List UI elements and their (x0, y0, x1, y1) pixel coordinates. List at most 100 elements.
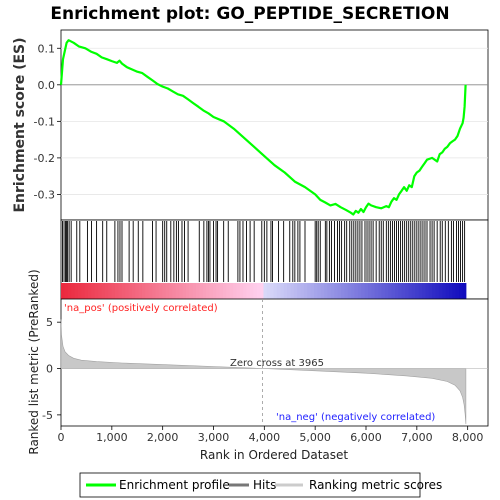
positive-correlation-label: 'na_pos' (positively correlated) (64, 303, 218, 314)
x-tick-label: 2,000 (147, 431, 179, 444)
heat-segment (438, 283, 443, 299)
x-tick-label: 4,000 (249, 431, 281, 444)
es-y-tick-label: 0.1 (38, 42, 56, 55)
heat-segment (216, 283, 221, 299)
heat-segment (249, 283, 254, 299)
legend-enrichment-label: Enrichment profile (119, 478, 230, 492)
legend-box (79, 472, 421, 498)
heat-segment (172, 283, 177, 299)
heat-segment (114, 283, 119, 299)
heat-segment (98, 283, 102, 299)
heat-segment (148, 283, 153, 299)
heat-segment (283, 283, 288, 299)
heat-segment (411, 283, 416, 299)
heat-segment (266, 283, 271, 299)
heat-segment (239, 283, 244, 299)
enrichment-profile-line (59, 39, 467, 216)
legend-hits-label: Hits (253, 478, 276, 492)
heat-segment (368, 283, 372, 299)
hits-series (62, 221, 466, 282)
enrichment-y-axis-title: Enrichment score (ES) (12, 37, 28, 212)
heat-segment (391, 283, 396, 299)
heat-segment (317, 283, 322, 299)
heat-segment (152, 283, 156, 299)
heat-segment (64, 283, 69, 299)
es-y-tick-label: -0.2 (34, 152, 55, 165)
heat-segment (206, 283, 210, 299)
heat-segment (74, 283, 79, 299)
metric-panel-frame (60, 298, 489, 427)
heat-segment (280, 283, 285, 299)
x-tick-label: 7,000 (401, 431, 433, 444)
heat-segment (432, 283, 437, 299)
heat-segment (87, 283, 92, 299)
heat-segment (371, 283, 376, 299)
x-tick-label: 1,000 (96, 431, 128, 444)
enrichment-gridlines (61, 47, 488, 195)
heat-segment (104, 283, 109, 299)
x-tick-label: 5,000 (299, 431, 331, 444)
heat-segment (330, 283, 335, 299)
heat-segment (233, 283, 237, 299)
heat-segment (256, 283, 261, 299)
heat-segment (189, 283, 194, 299)
rank-x-ticks: 0 1,000 2,000 3,000 4,000 5,000 6,000 7,000 8,00… (58, 426, 484, 444)
heat-segment (212, 283, 217, 299)
heat-segment (84, 283, 89, 299)
heat-segment (125, 283, 129, 299)
es-y-tick-label: -0.1 (34, 115, 55, 128)
plot-title: Enrichment plot: GO_PEPTIDE_SECRETION (50, 4, 449, 24)
heat-segment (175, 283, 180, 299)
metric-y-tick-label: 5 (46, 316, 53, 329)
heat-segment (185, 283, 190, 299)
heat-segment (209, 283, 214, 299)
heat-segment (226, 283, 231, 299)
heat-segment (405, 283, 410, 299)
heat-segment (452, 283, 457, 299)
heat-segment (435, 283, 440, 299)
heat-segment (297, 283, 302, 299)
heat-segment (253, 283, 258, 299)
heat-segment (455, 283, 460, 299)
heat-segment (67, 283, 72, 299)
heat-segment (361, 283, 366, 299)
x-tick-label: 3,000 (198, 431, 230, 444)
enrichment-profile-series (59, 39, 467, 216)
heat-segment (141, 283, 146, 299)
legend-metric-label: Ranking metric scores (309, 478, 442, 492)
heat-segment (401, 283, 406, 299)
metric-y-tick-label: -5 (42, 409, 53, 422)
metric-y-axis-title: Ranked list metric (PreRanked) (27, 269, 41, 454)
heat-segment (101, 283, 106, 299)
heat-segment (300, 283, 305, 299)
heat-segment (243, 283, 248, 299)
heat-segment (229, 283, 234, 299)
heat-segment (121, 283, 126, 299)
metric-y-tick-label: 0 (46, 363, 53, 376)
heat-segment (195, 283, 200, 299)
heat-segment (108, 283, 113, 299)
heat-segment (182, 283, 187, 299)
heat-segment (351, 283, 356, 299)
heat-segment (398, 283, 403, 299)
heat-segment (381, 283, 386, 299)
heat-segment (442, 283, 447, 299)
heat-segment (91, 283, 96, 299)
heat-segment (337, 283, 342, 299)
x-tick-label: 6,000 (350, 431, 382, 444)
heat-segment (135, 283, 140, 299)
heat-segment (199, 283, 204, 299)
heat-segment (162, 283, 167, 299)
heat-segment (270, 283, 275, 299)
heat-segment (310, 283, 315, 299)
es-y-tick-label: 0.0 (38, 79, 56, 92)
heat-segment (303, 283, 308, 299)
heat-segment (287, 283, 291, 299)
heat-segment (347, 283, 352, 299)
heat-segment (61, 283, 65, 299)
zero-cross-label: Zero cross at 3965 (230, 358, 324, 369)
heat-segment (357, 283, 362, 299)
heat-segment (408, 283, 413, 299)
heat-segment (422, 283, 426, 299)
x-tick-label: 8,000 (452, 431, 484, 444)
